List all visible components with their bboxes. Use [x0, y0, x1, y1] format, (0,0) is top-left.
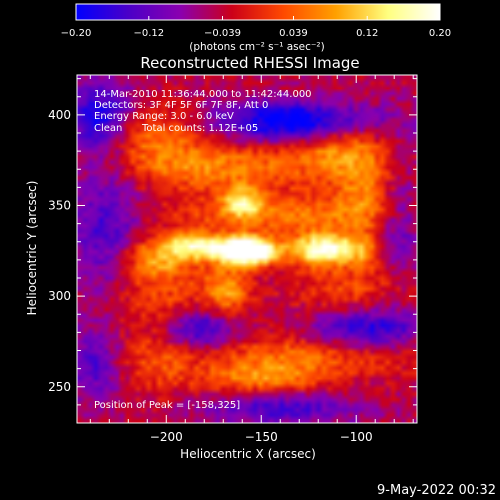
info-clean-label: Clean — [94, 123, 122, 134]
colorbar-unit-label: (photons cm⁻² s⁻¹ asec⁻²) — [189, 41, 324, 53]
y-tick-label: 250 — [48, 380, 71, 394]
plot-frame — [76, 74, 418, 424]
chart-title: Reconstructed RHESSI Image — [140, 54, 359, 72]
info-detectors: Detectors: 3F 4F 5F 6F 7F 8F, Att 0 — [94, 100, 268, 111]
colorbar-tick-label: 0.039 — [279, 28, 308, 39]
colorbar-tick-label: −0.039 — [204, 28, 241, 39]
colorbar-tick-label: 0.20 — [429, 28, 451, 39]
x-axis-title: Heliocentric X (arcsec) — [180, 447, 316, 461]
y-tick-label: 350 — [48, 199, 71, 213]
x-tick-label: −150 — [245, 430, 278, 444]
y-axis-title: Heliocentric Y (arcsec) — [25, 181, 39, 316]
y-tick-label: 400 — [48, 108, 71, 122]
x-tick-label: −100 — [340, 430, 373, 444]
heatmap-image — [77, 75, 417, 423]
heatmap-raster — [77, 75, 417, 423]
colorbar-tick-label: 0.12 — [356, 28, 378, 39]
y-tick-label: 300 — [48, 289, 71, 303]
colorbar-ticks: −0.20 −0.12 −0.039 0.039 0.12 0.20 — [61, 16, 451, 39]
peak-position-label: Position of Peak = [-158,325] — [94, 400, 240, 411]
info-time-range: 14-Mar-2010 11:36:44.000 to 11:42:44.000 — [94, 89, 312, 100]
info-total-counts: Total counts: 1.12E+05 — [141, 123, 258, 134]
axis-ticks: −200 −150 −100 250 300 350 400 — [48, 75, 417, 444]
x-tick-label: −200 — [150, 430, 183, 444]
colorbar-tick-label: −0.20 — [61, 28, 92, 39]
colorbar-tick-label: −0.12 — [133, 28, 164, 39]
footer-timestamp: 9-May-2022 00:32 — [377, 483, 496, 498]
info-energy-range: Energy Range: 3.0 - 6.0 keV — [94, 111, 234, 122]
colorbar — [75, 3, 441, 21]
